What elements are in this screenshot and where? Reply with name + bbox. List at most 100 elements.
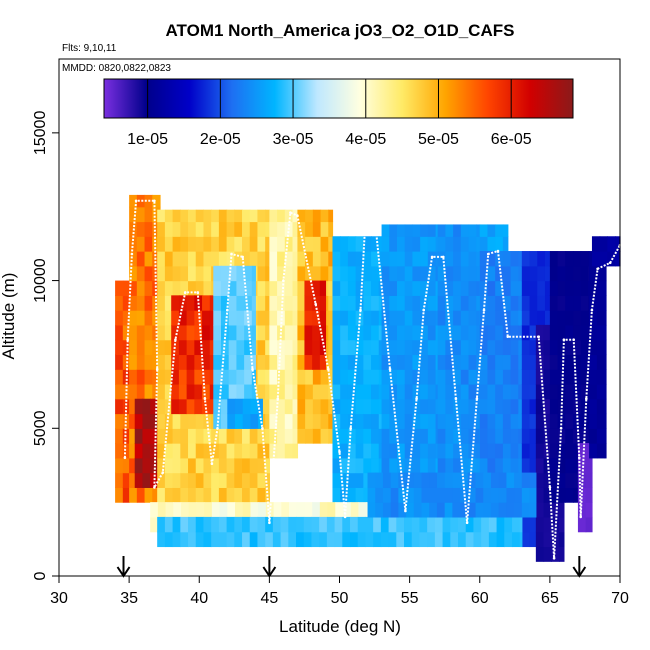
heatmap-cell [292, 236, 299, 252]
heatmap-cell [129, 310, 138, 326]
heatmap-cell [319, 324, 327, 341]
heatmap-cell [363, 487, 372, 503]
heatmap-cell [529, 457, 538, 474]
heatmap-cell [228, 265, 238, 282]
heatmap-cell [487, 265, 496, 282]
heatmap-cell [297, 280, 306, 296]
heatmap-cell [565, 369, 574, 385]
heatmap-cell [242, 413, 252, 429]
heatmap-cell [529, 369, 538, 385]
heatmap-cell [452, 472, 461, 488]
heatmap-cell [136, 339, 146, 356]
heatmap-cell [244, 339, 253, 356]
heatmap-cell [476, 383, 481, 400]
heatmap-cell [435, 265, 439, 282]
heatmap-cell [257, 354, 266, 370]
heatmap-cell [535, 413, 545, 429]
heatmap-cell [297, 265, 306, 282]
heatmap-cell [557, 265, 566, 282]
heatmap-cell [468, 383, 477, 400]
heatmap-cell [450, 531, 459, 548]
heatmap-cell [304, 502, 313, 518]
heatmap-cell [476, 339, 481, 356]
heatmap-cell [202, 295, 211, 311]
heatmap-cell [142, 398, 151, 415]
heatmap-cell [589, 383, 598, 400]
heatmap-cell [510, 413, 519, 429]
flight-track-point [349, 427, 353, 430]
heatmap-cell [320, 251, 329, 267]
heatmap-cell [445, 457, 454, 474]
heatmap-cell [390, 487, 399, 503]
heatmap-cell [365, 516, 374, 533]
heatmap-cell [529, 280, 538, 296]
heatmap-cell [588, 295, 590, 311]
heatmap-cell [495, 280, 504, 296]
heatmap-cell [242, 457, 251, 474]
heatmap-cell [390, 472, 399, 488]
heatmap-cell [521, 310, 531, 326]
heatmap-cell [435, 295, 439, 311]
heatmap-cell [157, 472, 166, 488]
heatmap-cell [152, 295, 161, 311]
heatmap-cell [495, 295, 504, 311]
heatmap-cell [211, 487, 220, 503]
heatmap-cell [188, 209, 197, 223]
heatmap-cell [453, 224, 462, 237]
heatmap-cell [549, 369, 559, 385]
heatmap-cell [389, 280, 398, 296]
heatmap-cell [465, 531, 475, 548]
heatmap-cell [319, 502, 329, 518]
heatmap-cell [434, 516, 444, 533]
heatmap-cell [292, 383, 299, 400]
heatmap-cell [332, 295, 341, 311]
heatmap-cell [589, 310, 598, 326]
flight-track-point [454, 397, 458, 401]
flight-track-point [153, 486, 156, 489]
heatmap-cell [435, 310, 439, 326]
heatmap-cell [211, 443, 220, 459]
heatmap-cell [202, 310, 211, 326]
heatmap-cell [257, 472, 266, 488]
heatmap-cell [529, 339, 538, 356]
heatmap-cell [328, 209, 334, 223]
heatmap-cell [236, 354, 245, 370]
heatmap-cell [265, 398, 270, 415]
heatmap-cell [421, 502, 430, 518]
heatmap-cell [502, 280, 512, 296]
heatmap-cell [468, 413, 477, 429]
heatmap-cell [265, 265, 270, 282]
flight-track-point [579, 515, 582, 519]
heatmap-cell [510, 280, 519, 296]
heatmap-cell [234, 457, 243, 474]
heatmap-cell [136, 487, 146, 503]
heatmap-cell [320, 428, 329, 444]
heatmap-cell [195, 251, 205, 267]
heatmap-cell [479, 310, 489, 326]
heatmap-cell [355, 251, 364, 267]
heatmap-cell [257, 383, 266, 400]
heatmap-cell [249, 472, 259, 488]
heatmap-cell [194, 354, 203, 370]
heatmap-cell [445, 280, 454, 296]
heatmap-cell [265, 516, 274, 533]
heatmap-cell [218, 209, 228, 223]
heatmap-cell [378, 369, 383, 385]
heatmap-cell [521, 280, 531, 296]
heatmap-cell [604, 369, 607, 385]
heatmap-cell [521, 487, 531, 503]
heatmap-cell [272, 516, 282, 533]
heatmap-cell [150, 398, 158, 415]
heatmap-cell [502, 457, 512, 474]
heatmap-cell [543, 502, 552, 518]
heatmap-cell [437, 443, 446, 459]
heatmap-cell [249, 531, 259, 548]
heatmap-cell [483, 502, 492, 518]
heatmap-cell [115, 295, 124, 311]
heatmap-cell [305, 413, 314, 429]
heatmap-cell [420, 339, 429, 356]
heatmap-cell [437, 339, 446, 356]
heatmap-cell [142, 457, 151, 474]
heatmap-cell [498, 502, 507, 518]
heatmap-cell [420, 413, 429, 429]
